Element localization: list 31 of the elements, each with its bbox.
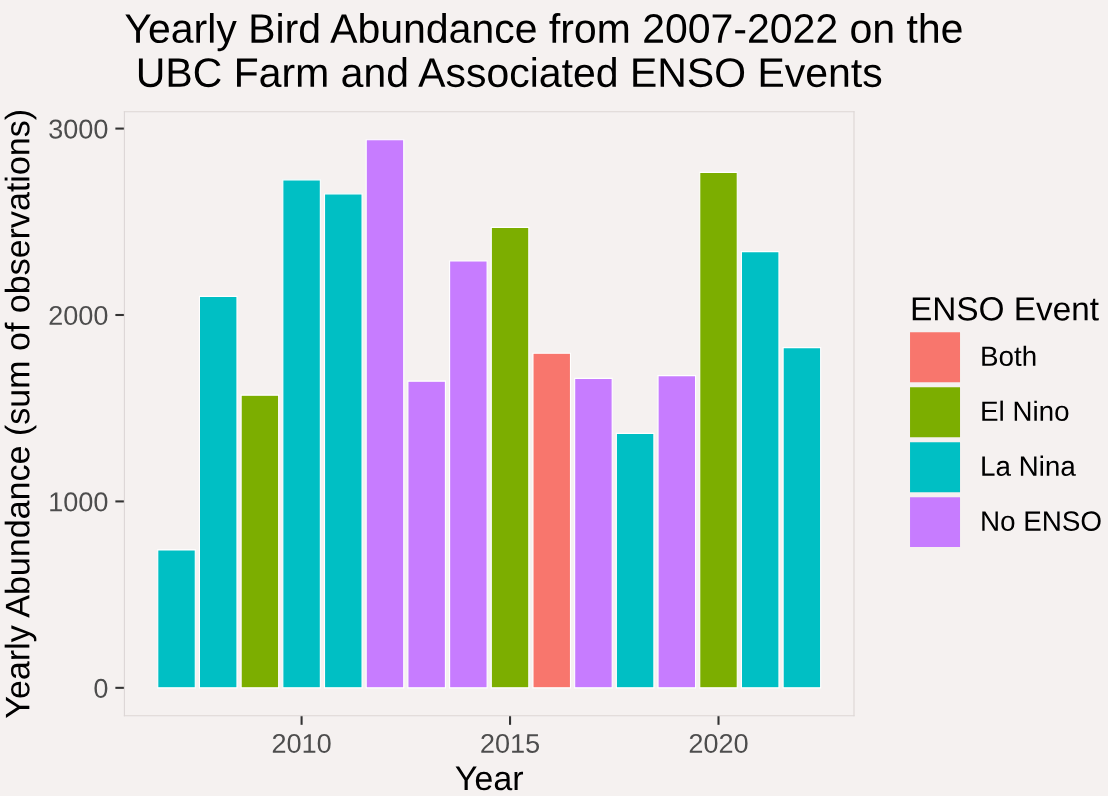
- legend-label: La Nina: [982, 455, 1076, 476]
- x-tick-label: 2020: [689, 733, 748, 754]
- bar: [198, 295, 238, 689]
- legend-label: No ENSO: [982, 511, 1101, 531]
- x-tick-label: 2010: [272, 733, 331, 754]
- x-axis-title: Year: [455, 766, 524, 791]
- x-tick-label: 2015: [481, 733, 540, 754]
- y-tick-label: 1000: [50, 492, 108, 512]
- bar: [615, 432, 655, 689]
- bar: [282, 179, 321, 689]
- bar: [490, 226, 530, 689]
- chart-title: Yearly Bird Abundance from 2007-2022 on the UBC Farm and Associated ENSO Events: [125, 12, 962, 88]
- bar: [657, 375, 697, 689]
- y-axis-title: Yearly Abundance (sum of observations): [4, 111, 37, 718]
- bar: [157, 549, 196, 689]
- bar: [449, 260, 488, 689]
- bar: [782, 347, 822, 689]
- bar: [240, 394, 280, 689]
- legend-title: ENSO Event: [912, 297, 1099, 321]
- y-tick-label: 2000: [49, 305, 108, 326]
- bar: [323, 193, 363, 689]
- bar: [365, 139, 405, 689]
- bar: [407, 380, 446, 689]
- legend-label: El Nino: [982, 400, 1069, 422]
- y-tick-label: 0: [94, 678, 108, 698]
- bar: [532, 352, 572, 689]
- bar: [740, 251, 780, 689]
- bar: [574, 377, 613, 689]
- bar: [699, 171, 738, 689]
- y-tick-label: 3000: [49, 119, 108, 139]
- legend-label: Both: [982, 345, 1036, 367]
